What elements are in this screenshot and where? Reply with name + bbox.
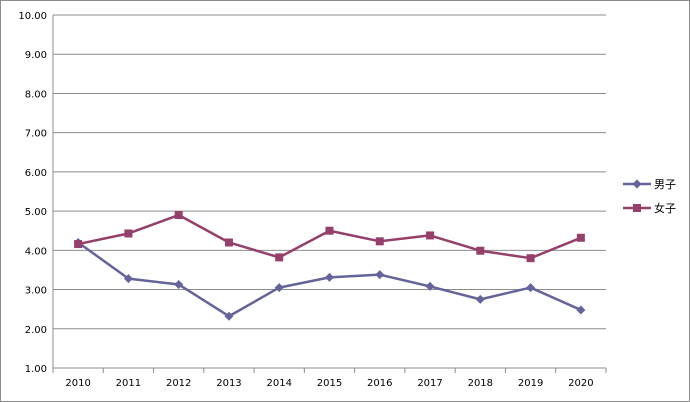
x-tick-label: 2014 — [267, 378, 292, 389]
x-tick-label: 2012 — [166, 378, 191, 389]
y-tick-label: 7.00 — [25, 129, 47, 140]
x-tick-label: 2019 — [518, 378, 543, 389]
data-point — [476, 246, 485, 255]
data-point — [526, 283, 536, 293]
data-point — [325, 272, 334, 282]
data-point — [425, 281, 435, 291]
x-tick-label: 2013 — [216, 378, 241, 389]
legend-marker — [633, 204, 641, 212]
data-point — [426, 231, 435, 240]
data-point — [224, 311, 234, 321]
y-tick-label: 3.00 — [25, 286, 47, 297]
series-2 — [74, 211, 585, 263]
x-tick-label: 2011 — [116, 378, 141, 389]
y-tick-label: 5.00 — [25, 207, 47, 218]
legend-label: 女子 — [654, 201, 676, 215]
x-tick-label: 2015 — [317, 378, 342, 389]
series-group — [73, 211, 586, 321]
y-tick-label: 2.00 — [25, 325, 47, 336]
x-tick-label: 2017 — [417, 378, 442, 389]
legend-label: 男子 — [654, 178, 676, 191]
data-point — [375, 237, 384, 246]
data-point — [224, 238, 233, 247]
data-point — [123, 274, 133, 284]
y-tick-label: 4.00 — [25, 246, 47, 257]
y-tick-label: 8.00 — [25, 89, 47, 100]
data-point — [174, 279, 184, 289]
data-point — [526, 254, 535, 263]
data-point — [475, 294, 485, 304]
y-tick-label: 1.00 — [25, 364, 47, 375]
y-tick-label: 10.00 — [18, 11, 47, 22]
x-tick-label: 2018 — [468, 378, 493, 389]
gridlines — [53, 14, 606, 330]
legend-entry: 女子 — [623, 201, 676, 215]
x-tick-label: 2020 — [568, 378, 593, 389]
legend-marker — [632, 179, 642, 189]
y-tick-label: 6.00 — [25, 168, 47, 179]
data-point — [576, 233, 585, 242]
x-tick-label: 2010 — [65, 378, 90, 389]
x-tick-label: 2016 — [367, 378, 392, 389]
data-point — [275, 253, 284, 262]
data-point — [325, 226, 334, 235]
axes — [52, 15, 607, 373]
y-tick-label: 9.00 — [25, 50, 47, 61]
data-point — [375, 270, 385, 280]
data-point — [174, 211, 183, 220]
y-axis-tick-labels: 1.00 2.00 3.00 4.00 5.00 6.00 7.00 8.00 9.00 10.0… — [18, 11, 47, 375]
series-line — [77, 213, 582, 260]
x-axis-tick-labels: 2010 2011 2012 2013 2014 2015 2016 2017 2018 2019… — [65, 378, 593, 389]
data-point — [274, 283, 284, 293]
data-point — [576, 305, 586, 315]
legend-entry: 男子 — [623, 178, 676, 191]
data-point — [124, 229, 133, 238]
data-point — [74, 240, 83, 249]
